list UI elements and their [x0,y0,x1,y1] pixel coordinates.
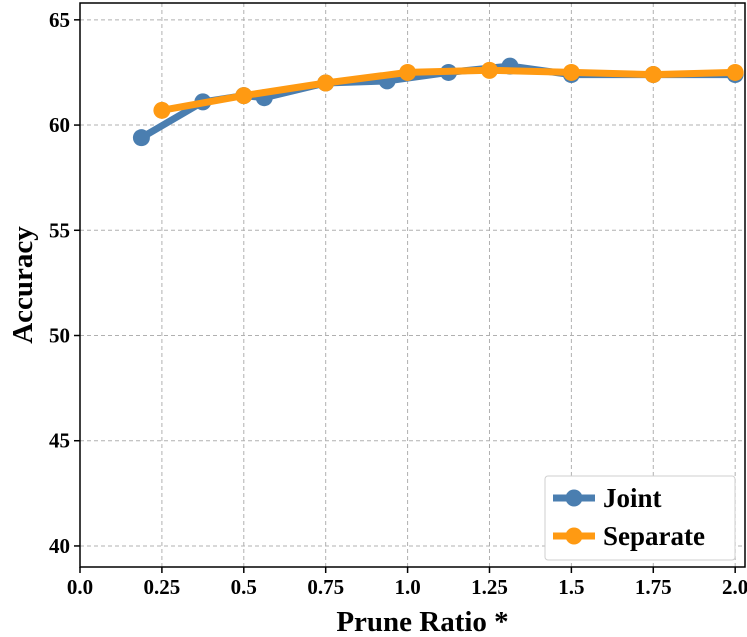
y-tick-label: 55 [49,218,70,242]
data-point-separate [235,87,253,105]
x-tick-label: 1.5 [558,575,584,599]
data-point-separate [644,66,662,84]
y-tick-label: 65 [49,8,70,32]
data-point-separate [399,63,417,81]
y-tick-label: 50 [49,324,70,348]
data-point-separate [480,61,498,79]
x-tick-label: 1.75 [635,575,672,599]
series-layer [132,57,744,147]
x-tick-label: 1.0 [394,575,420,599]
x-tick-label: 0.75 [307,575,344,599]
data-point-joint [132,129,150,147]
legend-label-separate: Separate [603,521,705,551]
x-tick-label: 0.0 [67,575,93,599]
data-point-separate [562,63,580,81]
legend-label-joint: Joint [603,483,662,513]
x-axis-ticks: 0.0 0.25 0.5 0.75 1.0 1.25 1.5 1.75 2.0 [67,567,747,599]
legend-marker-separate [565,527,583,545]
x-tick-label: 0.25 [144,575,181,599]
x-tick-label: 1.25 [471,575,508,599]
data-point-separate [153,101,171,119]
legend-entry-joint: Joint [553,483,662,513]
x-axis-label: Prune Ratio * [336,606,508,637]
data-point-separate [317,74,335,92]
series-line-separate [158,66,739,114]
x-tick-label: 2.0 [722,575,747,599]
x-tick-label: 0.5 [231,575,257,599]
y-tick-label: 45 [49,429,70,453]
legend-entry-separate: Separate [553,521,705,551]
plot-frame [79,2,746,568]
legend: Joint Separate [544,475,736,561]
data-point-separate [726,63,744,81]
legend-marker-joint [565,489,583,507]
series-separate [153,61,744,119]
y-tick-label: 60 [49,113,70,137]
y-axis-ticks: 40 45 50 55 60 65 [49,8,80,558]
y-axis-label: Accuracy [7,226,39,344]
y-tick-label: 40 [49,534,70,558]
